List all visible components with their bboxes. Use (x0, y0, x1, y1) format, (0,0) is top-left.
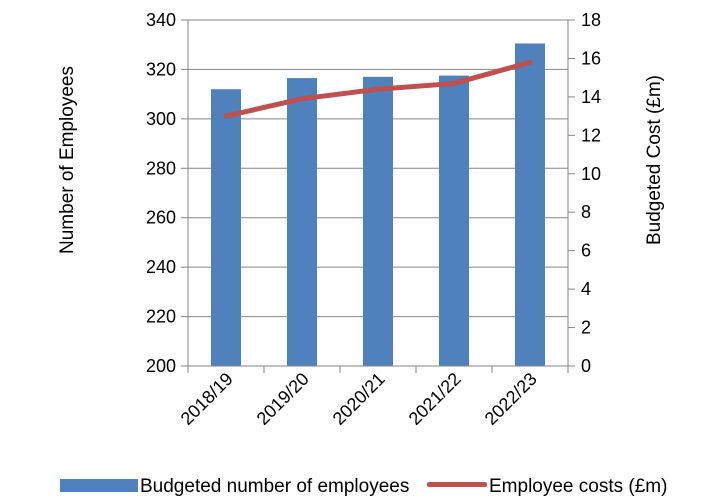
bar-2020/21 (363, 76, 393, 366)
y2-tick-label: 12 (581, 125, 601, 145)
legend-line-label: Employee costs (£m) (489, 476, 667, 497)
bar-2022/23 (515, 43, 545, 366)
y-tick-label: 300 (146, 109, 176, 129)
bar-2018/19 (211, 89, 241, 366)
y-tick-label: 320 (146, 59, 176, 79)
x-tick-label: 2022/23 (481, 369, 541, 429)
bar-2019/20 (287, 78, 317, 366)
y2-tick-label: 8 (581, 202, 591, 222)
legend: Budgeted number of employees Employee co… (60, 476, 667, 497)
x-tick-label: 2019/20 (253, 369, 313, 429)
line-point-2021/22 (453, 82, 455, 84)
line-point-2018/19 (225, 115, 227, 117)
y-tick-label: 200 (146, 356, 176, 376)
y-tick-label: 340 (146, 10, 176, 30)
legend-line-swatch (427, 482, 487, 487)
bar-2021/22 (439, 75, 469, 366)
y2-axis-title: Budgeted Cost (£m) (644, 75, 665, 245)
y2-tick-label: 4 (581, 279, 591, 299)
legend-bar-swatch (60, 479, 138, 492)
y2-tick-label: 14 (581, 87, 601, 107)
y2-tick-label: 18 (581, 10, 601, 30)
y-tick-label: 260 (146, 208, 176, 228)
x-tick-label: 2020/21 (329, 369, 389, 429)
y2-tick-label: 2 (581, 318, 591, 338)
line-series (223, 59, 533, 119)
y-axis-title: Number of Employees (57, 66, 78, 254)
x-tick-label: 2021/22 (405, 369, 465, 429)
y-tick-label: 240 (146, 257, 176, 277)
y-tick-label: 280 (146, 158, 176, 178)
y2-tick-label: 16 (581, 48, 601, 68)
y2-tick-label: 10 (581, 164, 601, 184)
line-point-2019/20 (301, 98, 303, 100)
legend-bar-label: Budgeted number of employees (140, 476, 409, 497)
y2-tick-label: 0 (581, 356, 591, 376)
y-tick-label: 220 (146, 307, 176, 327)
line-point-2020/21 (377, 88, 379, 90)
bar-series (211, 43, 545, 366)
line-point-2022/23 (529, 61, 531, 63)
x-tick-label: 2018/19 (177, 369, 237, 429)
y2-tick-label: 6 (581, 241, 591, 261)
